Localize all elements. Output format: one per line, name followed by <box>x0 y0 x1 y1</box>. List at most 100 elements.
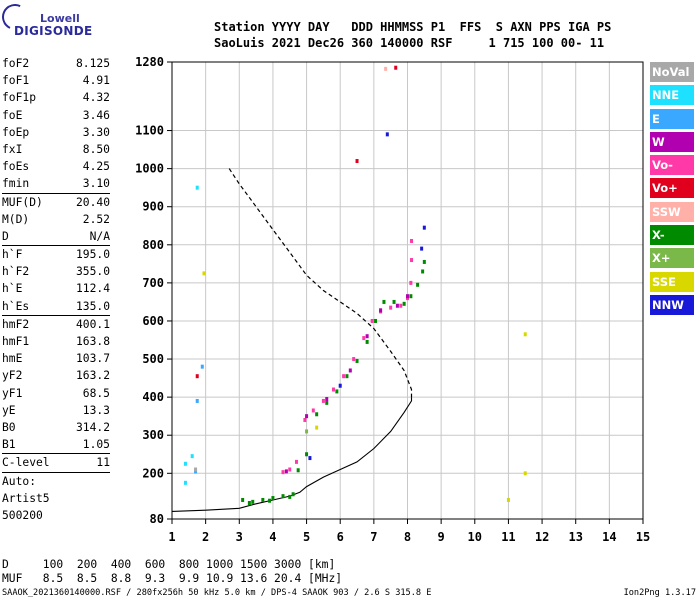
data-point <box>352 357 356 362</box>
param-row: fxI 8.50 <box>2 141 110 158</box>
legend-item: X+ <box>650 248 694 269</box>
data-point <box>183 461 187 466</box>
param-value: 314.2 <box>75 420 110 434</box>
data-point <box>271 496 275 501</box>
param-key: hmF1 <box>2 335 30 348</box>
param-row: B0 314.2 <box>2 419 110 436</box>
data-point <box>370 318 374 323</box>
legend-item: Vo+ <box>650 178 694 199</box>
data-point <box>315 425 319 430</box>
data-point <box>365 334 369 339</box>
data-point <box>385 132 389 137</box>
data-point <box>261 497 265 502</box>
param-row: yF2 163.2 <box>2 367 110 384</box>
data-point <box>321 398 325 403</box>
data-point <box>362 336 366 341</box>
data-point <box>281 470 285 475</box>
data-point <box>291 492 295 497</box>
param-row: foF1p 4.32 <box>2 89 110 106</box>
param-row: h`F2 355.0 <box>2 263 110 280</box>
param-value: 4.25 <box>82 160 110 174</box>
x-tick-label: 13 <box>568 530 582 544</box>
param-key: foF1p <box>2 91 37 105</box>
param-row: yF1 68.5 <box>2 385 110 402</box>
data-point <box>382 299 386 304</box>
param-separator <box>2 245 110 247</box>
data-point <box>523 471 527 476</box>
muf-distance-row: D 100 200 400 600 800 1000 1500 3000 [km… <box>2 558 336 571</box>
param-key: fmin <box>2 177 30 191</box>
param-value: 3.46 <box>82 108 110 122</box>
param-row: C-level 11 <box>2 454 110 471</box>
scaled-parameters-panel: foF2 8.125 foF1 4.91 foF1p 4.32 foE 3.46 foEp 3.3… <box>2 55 110 524</box>
param-value: 195.0 <box>75 248 110 262</box>
data-point <box>506 497 510 502</box>
legend-item: SSE <box>650 271 694 292</box>
param-row: foEp 3.30 <box>2 124 110 141</box>
data-point <box>422 225 426 230</box>
data-point <box>194 467 198 472</box>
param-key: C-level <box>2 456 50 470</box>
param-key: foF1 <box>2 74 30 88</box>
data-point <box>410 238 414 243</box>
footer-info: SAAOK_2021360140000.RSF / 280fx256h 50 k… <box>2 588 432 598</box>
y-tick-label: 1000 <box>135 162 164 176</box>
data-point <box>523 332 527 337</box>
data-point <box>200 364 204 369</box>
data-point <box>379 308 383 313</box>
param-key: hmE <box>2 352 23 366</box>
param-row: h`Es 135.0 <box>2 298 110 315</box>
param-key: B1 <box>2 438 16 452</box>
param-value: 4.91 <box>82 74 110 88</box>
x-tick-label: 6 <box>337 530 344 544</box>
legend-item: Vo- <box>650 155 694 176</box>
y-tick-label: 400 <box>142 390 164 404</box>
data-point <box>355 159 359 164</box>
data-point <box>305 414 309 419</box>
data-point <box>331 387 335 392</box>
param-key: yE <box>2 403 16 417</box>
data-point <box>296 468 300 473</box>
param-value: 103.7 <box>75 352 110 366</box>
param-separator <box>2 453 110 455</box>
data-point <box>281 494 285 499</box>
x-tick-label: 8 <box>404 530 411 544</box>
data-point <box>410 258 414 263</box>
param-separator <box>2 192 110 194</box>
x-tick-label: 4 <box>269 530 276 544</box>
y-tick-label: 800 <box>142 238 164 252</box>
data-point <box>392 299 396 304</box>
param-row: foF2 8.125 <box>2 55 110 72</box>
param-value: 135.0 <box>75 299 110 313</box>
data-point <box>355 358 359 363</box>
param-row: h`E 112.4 <box>2 280 110 297</box>
param-row: hmF2 400.1 <box>2 316 110 333</box>
param-key: MUF(D) <box>2 195 43 209</box>
data-point <box>394 65 398 70</box>
y-tick-label: 500 <box>142 352 164 366</box>
param-key: foEp <box>2 125 30 139</box>
x-tick-label: 5 <box>303 530 310 544</box>
param-row: foE 3.46 <box>2 107 110 124</box>
param-value: 68.5 <box>82 386 110 400</box>
data-point <box>251 499 255 504</box>
param-key: h`Es <box>2 299 30 313</box>
legend: NoVal NNE E W Vo- Vo+ SSW X- X+ SSE NNW <box>650 62 694 318</box>
data-point <box>241 497 245 502</box>
param-value: 8.50 <box>82 142 110 156</box>
data-point <box>325 397 329 402</box>
data-point <box>395 303 399 308</box>
y-tick-label: 1100 <box>135 124 164 138</box>
legend-item: X- <box>650 225 694 246</box>
data-point <box>195 374 199 379</box>
param-row: hmE 103.7 <box>2 350 110 367</box>
data-point <box>195 185 199 190</box>
param-row: hmF1 163.8 <box>2 333 110 350</box>
legend-item: NNE <box>650 85 694 106</box>
data-point <box>305 429 309 434</box>
param-row: B1 1.05 <box>2 436 110 453</box>
param-key: foF2 <box>2 57 30 70</box>
data-point <box>348 368 352 373</box>
data-point <box>421 269 425 274</box>
